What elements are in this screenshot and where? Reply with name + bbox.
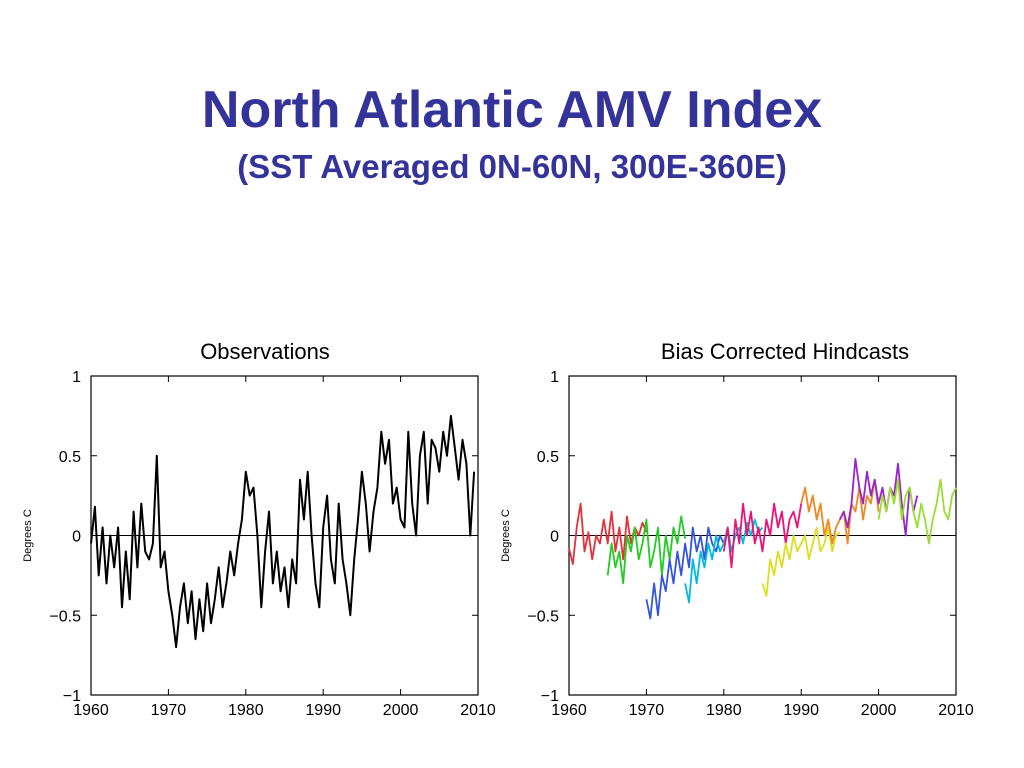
x-tick-label: 2010 bbox=[938, 702, 974, 719]
x-tick-label: 1970 bbox=[629, 702, 665, 719]
x-tick-label: 1990 bbox=[783, 702, 819, 719]
y-tick-label: −0.5 bbox=[49, 608, 81, 625]
y-tick-label: 1 bbox=[550, 369, 559, 386]
y-tick-label: 1 bbox=[72, 369, 81, 386]
series-line-4 bbox=[684, 518, 764, 604]
x-tick-label: 2000 bbox=[383, 702, 419, 719]
series-line-1 bbox=[90, 414, 476, 649]
x-tick-label: 1960 bbox=[73, 702, 109, 719]
x-tick-label: 1990 bbox=[305, 702, 341, 719]
y-tick-label: −1 bbox=[541, 688, 559, 705]
y-axis-label: Degrees C bbox=[500, 509, 512, 562]
series-line-7 bbox=[800, 478, 880, 545]
series-line-2 bbox=[606, 515, 686, 585]
y-tick-label: 0.5 bbox=[59, 449, 81, 466]
chart-title: Observations bbox=[200, 339, 330, 364]
x-tick-label: 2000 bbox=[861, 702, 897, 719]
x-tick-label: 1970 bbox=[151, 702, 187, 719]
series-line-9 bbox=[877, 478, 957, 545]
y-tick-label: 0 bbox=[550, 529, 559, 546]
x-tick-label: 1980 bbox=[706, 702, 742, 719]
series-line-6 bbox=[761, 526, 841, 597]
slide-subtitle: (SST Averaged 0N-60N, 300E-360E) bbox=[237, 148, 787, 185]
slide-title: North Atlantic AMV Index bbox=[201, 81, 823, 139]
chart-title: Bias Corrected Hindcasts bbox=[661, 339, 909, 364]
series-line-3 bbox=[645, 526, 725, 620]
chart-panel-2: Bias Corrected Hindcasts Degrees C 1960 197… bbox=[500, 339, 974, 719]
y-axis-label: Degrees C bbox=[22, 509, 34, 562]
x-tick-label: 2010 bbox=[460, 702, 496, 719]
x-tick-label: 1960 bbox=[551, 702, 587, 719]
series-line-8 bbox=[839, 457, 919, 537]
y-tick-label: 0 bbox=[72, 529, 81, 546]
y-tick-label: 0.5 bbox=[537, 449, 559, 466]
y-tick-label: −0.5 bbox=[527, 608, 559, 625]
x-tick-label: 1980 bbox=[228, 702, 264, 719]
chart-panel-1: Observations Degrees C 1960 1970 1980 1990 200… bbox=[22, 339, 496, 719]
y-tick-label: −1 bbox=[63, 688, 81, 705]
series-line-5 bbox=[722, 502, 803, 569]
